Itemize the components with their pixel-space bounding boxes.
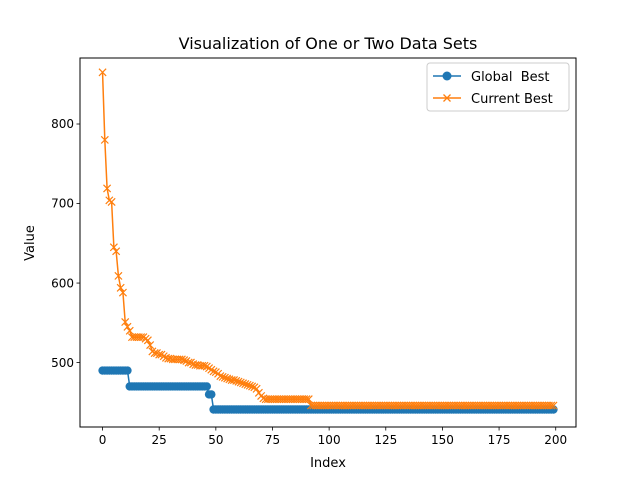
current-best-point (218, 372, 227, 381)
axes-frame (79, 57, 577, 428)
y-axis-label: Value (23, 225, 38, 261)
current-best-point (98, 68, 107, 77)
current-best-point (304, 395, 313, 404)
current-best-point (220, 373, 229, 382)
current-best-point (243, 380, 252, 389)
legend-box (426, 62, 570, 112)
current-best-point (109, 243, 118, 252)
current-best-point (549, 401, 558, 410)
current-best-point (232, 376, 241, 385)
current-best-point (150, 349, 159, 358)
y-tick-label: 600 (51, 276, 74, 290)
current-best-point (184, 358, 193, 367)
plot-area (98, 68, 558, 414)
x-axis-label: Index (310, 456, 346, 471)
current-best-point (216, 372, 225, 381)
current-best-point (248, 382, 257, 391)
y-tick-label: 800 (51, 117, 74, 131)
legend-global-best-label: Global Best (471, 70, 550, 85)
current-best-point (143, 336, 152, 345)
current-best-point (252, 384, 261, 393)
current-best-point (236, 378, 245, 387)
x-tick-label: 25 (152, 433, 167, 447)
current-best-point (137, 333, 146, 342)
global-best-point (123, 366, 132, 375)
current-best-point (118, 288, 127, 297)
current-best-point (223, 374, 232, 383)
x-tick-label: 0 (99, 433, 107, 447)
current-best-point (123, 322, 132, 331)
legend-current-best-label: Current Best (471, 92, 553, 107)
legend: Global Best Current Best (426, 62, 570, 112)
current-best-point (302, 395, 311, 404)
global-best-point (207, 390, 216, 399)
current-best-point (155, 350, 164, 359)
current-best-point (107, 197, 116, 206)
current-best-point (121, 318, 130, 327)
current-best-point (547, 401, 556, 410)
chart-title: Visualization of One or Two Data Sets (179, 34, 478, 53)
current-best-point (112, 247, 121, 256)
current-best-point (180, 356, 189, 365)
current-best-point (177, 355, 186, 364)
current-best-point (245, 381, 254, 390)
current-best-point (209, 367, 218, 376)
y-tick-label: 700 (51, 197, 74, 211)
current-best-point (239, 379, 248, 388)
current-best-point (100, 135, 109, 144)
current-best-point (241, 380, 250, 389)
x-tick-label: 125 (374, 433, 397, 447)
global-best-point (202, 382, 211, 391)
current-best-point (103, 184, 112, 193)
current-best-point (125, 326, 134, 335)
legend-global-best-marker (442, 71, 452, 81)
current-best-point (229, 376, 238, 385)
current-best-point (234, 377, 243, 386)
current-best-point (116, 283, 125, 292)
x-tick-label: 150 (431, 433, 454, 447)
y-tick-label: 500 (51, 356, 74, 370)
axis-ticks: 0 25 50 75 100 125 150 175 200 500 600 700 800 (51, 117, 567, 447)
x-tick-label: 50 (208, 433, 223, 447)
current-best-point (146, 341, 155, 350)
current-best-point (200, 361, 209, 370)
legend-current-best-marker (443, 94, 451, 102)
x-tick-label: 175 (488, 433, 511, 447)
x-tick-label: 200 (544, 433, 567, 447)
x-tick-label: 100 (318, 433, 341, 447)
current-best-point (114, 271, 123, 280)
x-tick-label: 75 (265, 433, 280, 447)
